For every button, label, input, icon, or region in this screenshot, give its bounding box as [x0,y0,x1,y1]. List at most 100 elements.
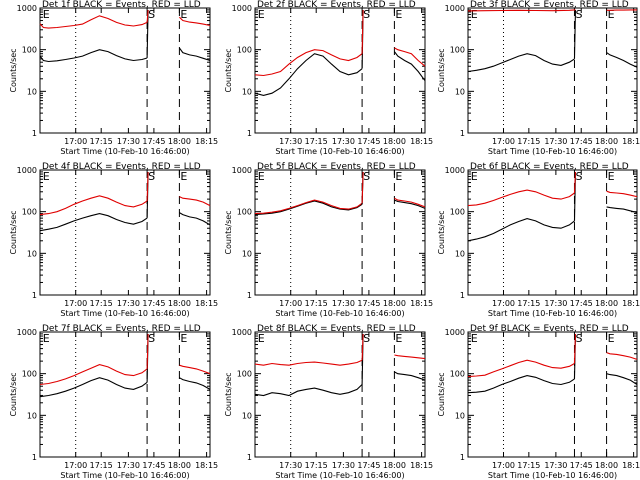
series-line-lld [39,15,148,29]
series-line-events-after [179,212,211,226]
panel-6: Det 6f BLACK = Events, RED = LLD 1 10 100 10… [437,162,640,318]
y-tick-label: 1000 [17,4,37,13]
panel-title: Det 4f BLACK = Events, RED = LLD [42,162,201,172]
y-tick-label: 1 [32,129,37,138]
y-tick-label: 100 [22,46,37,55]
series-line-events [467,375,575,394]
y-tick-label: 1000 [445,328,465,337]
x-tick-label: 17:00 [64,137,87,146]
series-line-events [467,53,575,73]
y-tick-label: 10 [242,249,252,258]
x-tick-label: 18:00 [168,137,191,146]
y-axis-label: Counts/sec [224,372,233,416]
x-tick-label: 18:15 [622,137,640,146]
region-marker: E [180,332,187,345]
x-tick-label: 17:45 [142,299,165,308]
x-tick-label: 18:00 [383,299,406,308]
x-tick-label: 17:30 [279,137,302,146]
series-line-lld [254,359,363,366]
y-tick-label: 1 [247,291,252,300]
y-tick-label: 10 [455,411,465,420]
region-marker: E [258,170,265,183]
series-spike [146,171,149,202]
y-axis-label: Counts/sec [224,210,233,254]
x-tick-label: 17:30 [117,299,140,308]
region-marker: E [608,8,615,21]
series-line-events-after [394,371,426,381]
x-tick-label: 17:00 [64,461,87,470]
panel-2: Det 2f BLACK = Events, RED = LLD 1 10 100 10… [224,0,433,156]
x-tick-label: 18:15 [410,137,433,146]
y-tick-label: 10 [242,411,252,420]
panel-title: Det 2f BLACK = Events, RED = LLD [257,0,416,10]
axes-frame [39,331,211,458]
x-axis-label: Start Time (10-Feb-10 16:46:00) [488,147,617,156]
x-tick-label: 18:15 [195,299,218,308]
series-line-lld-after [394,354,426,360]
region-marker: S [575,170,582,183]
axes-frame [254,169,426,296]
x-tick-label: 17:30 [544,137,567,146]
panel-4: Det 4f BLACK = Events, RED = LLD 1 10 100 10… [9,162,218,318]
x-tick-label: 17:30 [117,137,140,146]
x-tick-label: 18:00 [595,461,618,470]
region-marker: E [258,8,265,21]
x-tick-label: 17:45 [142,137,165,146]
x-tick-label: 17:45 [570,299,593,308]
series-line-events-after [393,51,426,82]
x-tick-label: 17:45 [570,137,593,146]
region-marker: S [148,332,155,345]
x-tick-label: 17:15 [90,299,113,308]
region-marker: S [575,332,582,345]
panel-5: Det 5f BLACK = Events, RED = LLD 1 10 100 10… [224,162,433,318]
x-tick-label: 17:15 [517,461,540,470]
y-tick-label: 100 [22,370,37,379]
region-marker: E [608,170,615,183]
region-marker: E [43,170,50,183]
y-tick-label: 1 [32,291,37,300]
series-line-lld-after [606,190,638,198]
y-tick-label: 1 [460,129,465,138]
series-line-events [39,213,148,232]
axes-frame [254,7,426,134]
y-tick-label: 1 [247,453,252,462]
y-tick-label: 1000 [17,328,37,337]
panel-title: Det 9f BLACK = Events, RED = LLD [470,324,629,334]
y-tick-label: 100 [237,208,252,217]
axes-frame [39,169,211,296]
x-tick-label: 17:45 [142,461,165,470]
x-tick-label: 17:30 [544,461,567,470]
region-marker: S [363,170,370,183]
region-marker: E [608,332,615,345]
x-axis-label: Start Time (10-Feb-10 16:46:00) [60,309,189,318]
y-axis-label: Counts/sec [437,372,446,416]
x-tick-label: 17:30 [117,461,140,470]
panel-title: Det 1f BLACK = Events, RED = LLD [42,0,201,10]
y-tick-label: 10 [455,87,465,96]
y-tick-label: 1000 [445,166,465,175]
series-line-lld-after [179,196,211,207]
x-tick-label: 18:15 [195,461,218,470]
region-marker: E [180,170,187,183]
region-marker: E [471,170,478,183]
x-axis-label: Start Time (10-Feb-10 16:46:00) [275,309,404,318]
series-spike [361,171,364,204]
series-line-events [254,53,363,96]
x-tick-label: 17:30 [332,299,355,308]
x-tick-label: 17:15 [90,137,113,146]
panel-title: Det 6f BLACK = Events, RED = LLD [470,162,629,172]
series-line-events-after [606,52,638,68]
panel-title: Det 5f BLACK = Events, RED = LLD [257,162,416,172]
x-tick-label: 17:15 [305,299,328,308]
y-tick-label: 1000 [232,166,252,175]
panel-9: Det 9f BLACK = Events, RED = LLD 1 10 100 10… [437,324,640,480]
y-tick-label: 100 [450,208,465,217]
series-line-events [467,218,575,242]
axes-frame [467,169,638,296]
series-spike [361,333,364,361]
series-line-events-after [606,373,638,385]
series-spike [573,9,577,59]
y-axis-label: Counts/sec [9,210,18,254]
y-tick-label: 1 [460,453,465,462]
